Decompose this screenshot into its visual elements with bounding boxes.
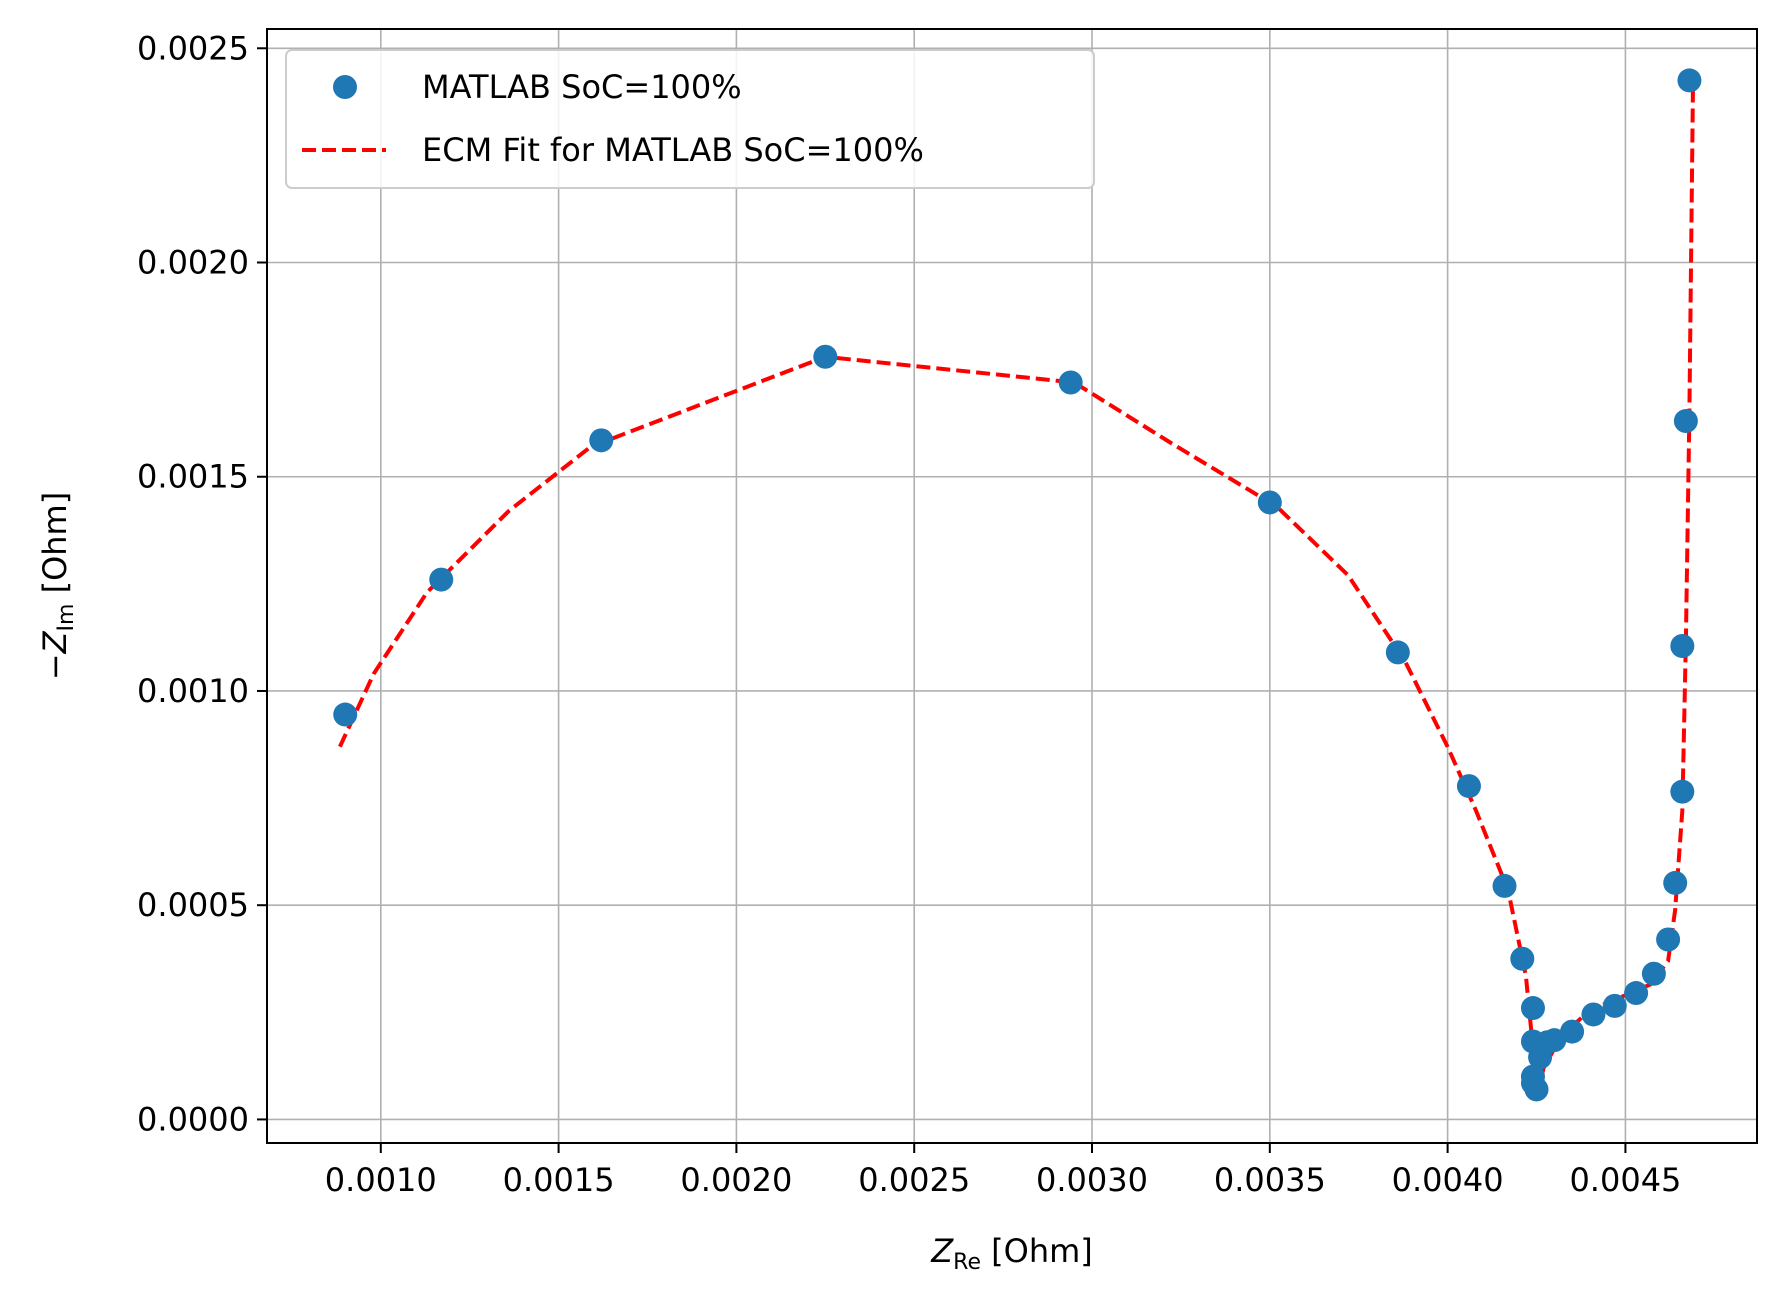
y-tick-label: 0.0025 xyxy=(137,29,249,67)
legend-label-markers: MATLAB SoC=100% xyxy=(422,68,742,106)
data-point xyxy=(1510,946,1535,971)
data-point xyxy=(1670,779,1695,804)
x-tick-label: 0.0010 xyxy=(325,1161,437,1199)
data-point xyxy=(1520,1071,1545,1096)
legend-box xyxy=(285,49,1095,189)
data-point xyxy=(1492,873,1517,898)
data-point xyxy=(1677,68,1702,93)
legend: MATLAB SoC=100% ECM Fit for MATLAB SoC=1… xyxy=(285,49,1095,189)
data-point xyxy=(1542,1028,1567,1053)
y-tick-label: 0.0005 xyxy=(137,886,249,924)
x-tick-label: 0.0035 xyxy=(1214,1161,1326,1199)
data-point xyxy=(1673,409,1698,434)
x-axis-label: ZRe [Ohm] xyxy=(930,1232,1093,1275)
x-tick-label: 0.0025 xyxy=(858,1161,970,1199)
x-tick-label: 0.0045 xyxy=(1569,1161,1681,1199)
data-point xyxy=(1560,1019,1585,1044)
y-tick-label: 0.0010 xyxy=(137,672,249,710)
x-tick-label: 0.0040 xyxy=(1392,1161,1504,1199)
data-point xyxy=(333,702,358,727)
data-point xyxy=(1385,640,1410,665)
data-point xyxy=(1602,993,1627,1018)
x-tick-label: 0.0020 xyxy=(680,1161,792,1199)
data-point xyxy=(1663,870,1688,895)
data-point xyxy=(1641,961,1666,986)
marker-series-layer xyxy=(333,68,1702,1102)
y-tick-label: 0.0015 xyxy=(137,458,249,496)
data-point xyxy=(813,344,838,369)
y-tick-label: 0.0020 xyxy=(137,244,249,282)
x-tick-label: 0.0015 xyxy=(503,1161,615,1199)
axis-ticks: 0.0010 0.0015 0.0020 0.0025 0.0030 0.0035 0.00… xyxy=(137,29,1681,1199)
data-point xyxy=(589,428,614,453)
data-point xyxy=(1656,927,1681,952)
data-point xyxy=(1581,1002,1606,1027)
grid-lines xyxy=(267,29,1757,1143)
y-tick-label: 0.0000 xyxy=(137,1100,249,1138)
plot-frame xyxy=(266,28,1758,1144)
data-point xyxy=(429,567,454,592)
y-axis-label: −ZIm [Ohm] xyxy=(36,492,79,680)
data-point xyxy=(1257,490,1282,515)
data-point xyxy=(1670,633,1695,658)
data-point xyxy=(1520,996,1545,1021)
x-tick-label: 0.0030 xyxy=(1036,1161,1148,1199)
data-point xyxy=(1456,774,1481,799)
data-point xyxy=(1624,981,1649,1006)
data-point xyxy=(1058,370,1083,395)
legend-label-fit: ECM Fit for MATLAB SoC=100% xyxy=(422,131,924,169)
legend-marker-swatch xyxy=(333,75,357,99)
